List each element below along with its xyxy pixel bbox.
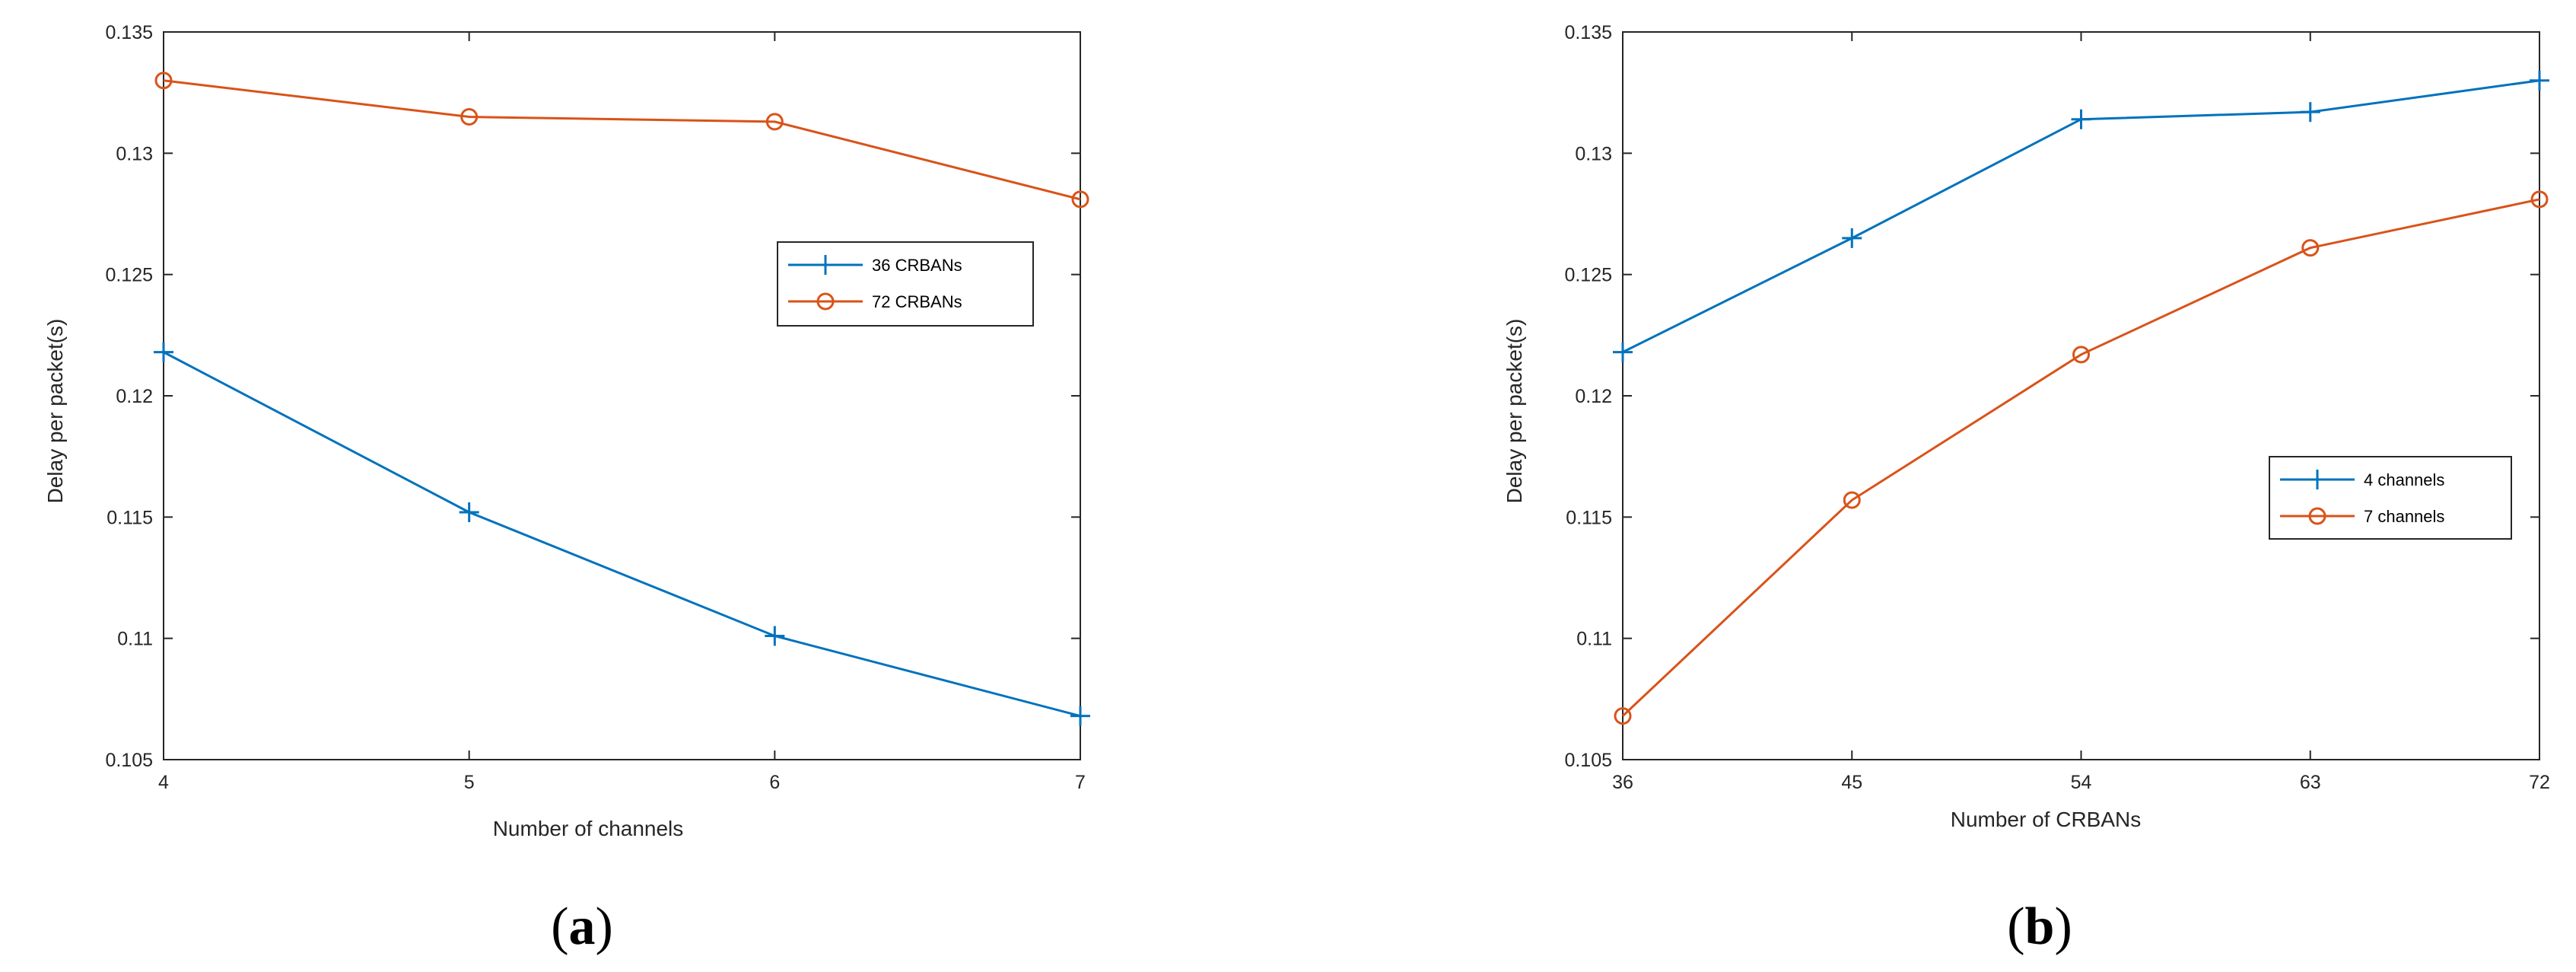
caption-letter-a: a [569,897,596,956]
y-axis-b: 0.105 0.11 0.115 0.12 0.125 0.13 0.135 [1564,22,2539,771]
legend-marker-plus [2307,470,2327,489]
y-tick-label: 0.13 [116,143,153,164]
y-tick-label: 0.115 [1566,507,1612,528]
chart-panel-a: 0.105 0.11 0.115 0.12 0.125 0.13 0.135 4 5 6 7 Nu… [43,22,1090,956]
y-tick-label: 0.125 [105,265,153,286]
x-tick-label: 7 [1075,772,1086,793]
plot-area-b [1622,31,2540,760]
y-axis-label-b: Delay per packet(s) [1503,319,1526,504]
data-point-plus [1070,706,1090,726]
x-tick-label: 5 [464,772,475,793]
x-tick-label: 6 [769,772,780,793]
x-axis-label-a: Number of channels [493,817,684,840]
y-tick-label: 0.13 [1575,143,1612,164]
x-tick-label: 36 [1612,772,1633,793]
legend-label-2: 7 channels [2364,507,2444,526]
series-group-a [154,72,1090,726]
x-axis-a: 4 5 6 7 [158,32,1086,793]
y-axis-a: 0.105 0.11 0.115 0.12 0.125 0.13 0.135 [105,22,1080,771]
data-point-circle [460,108,479,126]
data-point-circle [2530,190,2549,209]
y-axis-label-a: Delay per packet(s) [43,319,67,504]
data-point-plus [1613,342,1633,362]
y-tick-label: 0.135 [105,22,153,43]
legend-label-2: 72 CRBANs [872,292,962,311]
x-tick-label: 72 [2529,772,2550,793]
y-tick-label: 0.11 [117,629,153,650]
legend-marker-circle [2308,507,2326,525]
x-axis-label-b: Number of CRBANs [1951,808,2142,831]
data-point-plus [1842,228,1862,248]
y-tick-label: 0.135 [1564,22,1612,43]
legend-label-1: 4 channels [2364,470,2444,489]
legend-marker-circle [816,292,835,311]
caption-a: (a) [551,897,613,956]
data-point-circle [1843,491,1861,509]
data-point-circle [2301,239,2320,257]
data-point-plus [765,626,785,646]
legend-items-a: 36 CRBANs 72 CRBANs [788,255,962,311]
x-tick-label: 54 [2071,772,2092,793]
caption-b: (b) [2007,897,2072,956]
legend-label-1: 36 CRBANs [872,256,962,275]
y-tick-label: 0.11 [1576,629,1612,650]
y-tick-label: 0.12 [1575,386,1612,407]
y-tick-label: 0.105 [1564,750,1612,771]
legend-box-b [2269,456,2512,540]
x-tick-label: 45 [1841,772,1862,793]
data-point-circle [1071,190,1089,209]
y-tick-label: 0.12 [116,386,153,407]
data-point-plus [2300,102,2320,123]
data-point-plus [154,342,173,362]
x-tick-label: 4 [158,772,169,793]
legend-a: 36 CRBANs 72 CRBANs [777,241,1034,327]
x-tick-label: 63 [2300,772,2321,793]
y-tick-label: 0.105 [105,750,153,771]
y-tick-label: 0.125 [1564,265,1612,286]
data-point-circle [2072,346,2090,364]
data-point-plus [2071,109,2091,129]
caption-letter-b: b [2025,897,2055,956]
legend-b: 4 channels 7 channels [2269,456,2512,540]
chart-panel-b: 0.105 0.11 0.115 0.12 0.125 0.13 0.135 36 45 54 6… [1503,22,2550,956]
x-axis-b: 36 45 54 63 72 [1612,32,2550,793]
series-group-b [1613,70,2549,725]
data-point-circle [1614,707,1632,725]
series-line-2 [1621,198,2540,717]
data-point-plus [459,502,479,522]
y-tick-label: 0.115 [107,507,153,528]
data-point-plus [2530,70,2549,91]
series-line-2 [163,79,1081,201]
data-point-circle [154,72,173,90]
series-line-1 [163,351,1081,718]
legend-items-b: 4 channels 7 channels [2280,470,2444,526]
plot-area-a [163,31,1081,760]
svg-text:(b): (b) [2007,897,2072,956]
legend-box-a [777,241,1034,327]
legend-marker-plus [816,255,835,275]
svg-text:(a): (a) [551,897,613,956]
data-point-circle [765,113,784,131]
